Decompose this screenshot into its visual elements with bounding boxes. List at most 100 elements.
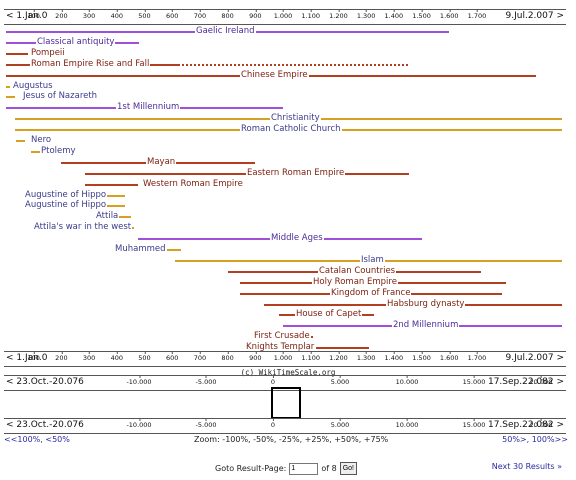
axis-tick: 1.000 [273,9,293,20]
event-label[interactable]: Christianity [270,113,321,124]
axis-tick: 20.000 [529,375,553,386]
event-label[interactable]: Eastern Roman Empire [246,167,346,178]
axis-tick: -5.000 [195,418,217,429]
axis-tick: 1.500 [412,351,431,362]
event-bar[interactable] [309,336,313,339]
event-label[interactable]: Islam [360,254,385,265]
axis-tick: 900 [249,351,262,362]
event-label[interactable]: Chinese Empire [240,69,309,80]
axis-start-link-bottom[interactable]: < 1.Jan.0 [6,353,48,363]
event-label[interactable]: Kingdom of France [330,287,412,298]
axis-tick: 1.200 [329,9,348,20]
event-label[interactable]: House of Capet [295,309,363,320]
event-bar[interactable] [104,205,126,208]
overview-start-link[interactable]: < 23.Oct.-20.076 [6,377,84,387]
event-label[interactable]: Habsburg dynasty [386,298,466,309]
bottom-time-axis: < 1.Jan.0 9.Jul.2.007 > 100 200 300 400 500 6… [4,351,566,367]
top-time-axis: < 1.Jan.0 9.Jul.2.007 > 100 200 300 400 500 6… [4,9,566,25]
event-label[interactable]: Gaelic Ireland [195,26,256,36]
event-label[interactable]: Jesus of Nazareth [22,91,99,102]
axis-tick: 500 [138,9,151,20]
event-label[interactable]: 2nd Millennium [392,320,460,331]
event-bar[interactable] [315,347,370,350]
event-label[interactable]: Pompeii [30,47,66,58]
event-bar[interactable] [6,96,16,99]
event-label[interactable]: Muhammed [114,244,167,254]
axis-tick: 600 [165,351,179,362]
event-label[interactable]: Knights Templar [245,342,316,353]
event-label[interactable]: Western Roman Empire [142,178,244,189]
result-pager: Goto Result-Page: of 8 Go! [215,462,357,475]
event-label[interactable]: Roman Empire Rise and Fall [30,58,151,69]
axis-tick: 300 [82,351,96,362]
axis-tick: 600 [165,9,179,20]
axis-tick: -5.000 [195,375,217,386]
event-label[interactable]: Attila's war in the west [33,222,133,233]
event-label[interactable]: Augustine of Hippo [24,200,108,211]
event-label[interactable]: Middle Ages [270,233,324,244]
event-label[interactable]: Catalan Countries [318,265,397,276]
axis-tick: 1.100 [301,9,321,20]
event-label[interactable]: First Crusade [253,331,311,342]
event-label[interactable]: Attila [95,211,120,222]
axis-tick: 5.000 [330,375,350,386]
event-label[interactable]: Holy Roman Empire [312,276,398,287]
axis-tick: 1.700 [467,9,487,20]
axis-tick: 10.000 [395,375,419,386]
event-bar[interactable] [6,52,28,55]
event-bar[interactable] [163,249,182,251]
axis-end-link[interactable]: 9.Jul.2.007 > [505,11,564,21]
axis-tick: 0 [270,375,276,386]
axis-start-link[interactable]: < 1.Jan.0 [6,11,48,21]
overview-axis-top: < 23.Oct.-20.076 17.Sep.22.082 > -10.000… [4,375,566,391]
overview-end-link[interactable]: 17.Sep.22.082 > [487,377,564,387]
axis-end-link-bottom[interactable]: 9.Jul.2.007 > [505,353,564,363]
event-label[interactable]: Augustine of Hippo [24,189,108,200]
event-label[interactable]: Augustus [12,80,54,91]
event-label[interactable]: 1st Millennium [116,102,181,113]
event-bar[interactable] [16,140,25,142]
go-button[interactable]: Go! [339,462,357,475]
axis-tick: 1.600 [439,9,459,20]
axis-tick: 100 [27,9,40,20]
axis-tick: 1.500 [412,9,431,20]
axis-tick: 1.600 [439,351,459,362]
zoom-in-links[interactable]: 50%>, 100%>> [502,435,568,444]
event-bar[interactable] [130,227,134,230]
overview-start-link-bottom[interactable]: < 23.Oct.-20.076 [6,420,84,430]
axis-tick: 800 [221,351,234,362]
event-label[interactable]: Classical antiquity [36,36,116,47]
event-bar[interactable] [85,183,138,186]
axis-tick: 1.200 [329,351,348,362]
axis-tick: 1.000 [273,351,293,362]
event-label[interactable]: Ptolemy [40,145,77,156]
event-bar[interactable] [104,194,126,197]
axis-tick: 800 [221,9,234,20]
axis-tick: 1.700 [467,351,487,362]
zoom-links[interactable]: Zoom: -100%, -50%, -25%, +25%, +50%, +75… [194,435,389,444]
axis-tick: 700 [193,9,207,20]
goto-label: Goto Result-Page: [215,464,287,473]
axis-tick: 1.100 [301,351,321,362]
axis-tick: 1.400 [384,9,404,20]
axis-tick: 10.000 [395,418,419,429]
axis-tick: 15.000 [462,418,486,429]
event-label[interactable]: Mayan [146,156,177,167]
zoom-out-links[interactable]: <<100%, <50% [4,435,70,444]
page-count: of 8 [321,464,337,473]
axis-tick: 700 [193,351,207,362]
event-bar[interactable] [6,85,10,88]
overview-viewport-box[interactable] [271,387,301,419]
event-bar[interactable] [118,216,132,219]
axis-tick: 5.000 [330,418,350,429]
axis-tick: 1.400 [384,351,404,362]
page-input[interactable] [289,462,319,475]
event-label[interactable]: Nero [30,135,53,145]
event-label[interactable]: Roman Catholic Church [240,124,342,135]
axis-tick: 1.300 [356,9,376,20]
overview-end-link-bottom[interactable]: 17.Sep.22.082 > [487,420,564,430]
axis-tick: 100 [27,351,40,362]
next-results-link[interactable]: Next 30 Results » [491,462,562,471]
axis-tick: -10.000 [126,375,152,386]
axis-tick: 900 [249,9,262,20]
